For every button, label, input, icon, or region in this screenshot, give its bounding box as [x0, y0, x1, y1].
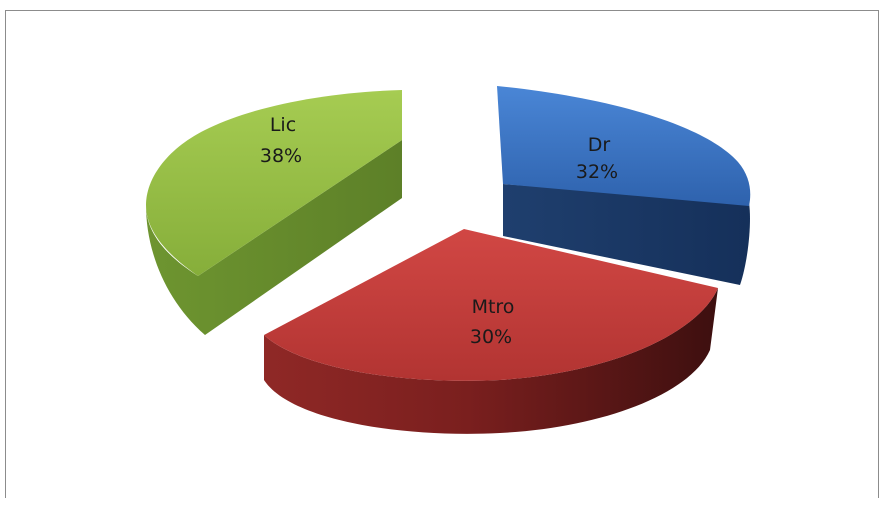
label-lic-name: Lic — [270, 114, 296, 136]
label-dr-value: 32% — [576, 161, 618, 183]
pie-slice-dr — [497, 86, 751, 285]
pie-slice-lic — [146, 90, 402, 335]
pie-slice-dr-side — [503, 184, 750, 285]
pie-slice-lic-side — [146, 140, 402, 335]
label-lic-value: 38% — [260, 145, 302, 167]
label-dr-name: Dr — [588, 134, 611, 156]
pie-slice-lic-top — [146, 90, 402, 276]
pie-slice-mtro-side — [264, 288, 718, 434]
pie-labels: Dr 32% Lic 38% Mtro 30% — [260, 114, 618, 348]
pie-slice-mtro — [264, 229, 718, 434]
label-mtro-value: 30% — [470, 326, 512, 348]
label-mtro-name: Mtro — [472, 296, 515, 318]
chart-frame — [5, 10, 879, 498]
pie-slice-dr-top — [497, 86, 751, 206]
pie-slice-mtro-top — [264, 229, 718, 381]
